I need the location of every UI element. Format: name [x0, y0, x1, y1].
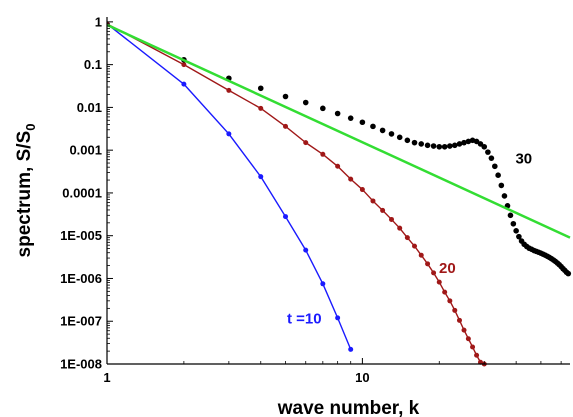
data-point — [334, 110, 341, 117]
y-tick-label: 1E-007 — [60, 314, 102, 329]
data-point — [348, 176, 354, 182]
data-point — [303, 140, 309, 146]
data-point — [359, 187, 365, 193]
data-point — [456, 141, 463, 147]
data-point — [501, 193, 508, 199]
data-point — [226, 87, 232, 93]
data-point — [430, 143, 437, 149]
data-point — [320, 105, 326, 112]
x-axis-title: wave number, k — [277, 398, 420, 417]
data-point — [388, 216, 394, 222]
data-point — [485, 149, 491, 155]
data-point — [565, 270, 572, 277]
data-point — [283, 123, 289, 129]
y-axis-title: spectrum, S/S0 — [14, 124, 38, 258]
data-point — [257, 85, 264, 92]
x-tick-label: 10 — [355, 370, 369, 385]
series-label-1: 20 — [439, 260, 456, 277]
data-point — [442, 289, 448, 295]
y-tick-label: 1E-008 — [60, 357, 102, 372]
data-point — [181, 81, 187, 87]
data-point — [431, 270, 437, 276]
data-point — [226, 131, 232, 137]
data-point — [258, 105, 264, 111]
y-axis-title-subscript: 0 — [23, 124, 38, 131]
data-point — [447, 143, 453, 149]
axes-layer: 1 0.1 0.01 0.001 0.0001 1E-005 1E-006 1E-007 1E-… — [60, 14, 570, 385]
data-point — [412, 243, 418, 249]
data-point — [418, 252, 424, 258]
y-tick-label: 1E-005 — [60, 228, 102, 243]
data-point — [498, 182, 505, 189]
data-point — [436, 143, 443, 150]
data-point — [465, 336, 471, 342]
y-tick-label: 0.001 — [69, 143, 102, 158]
data-point — [335, 163, 341, 169]
y-tick-label: 0.0001 — [62, 185, 102, 200]
data-point — [404, 235, 410, 241]
data-point — [335, 315, 341, 321]
data-point — [370, 198, 376, 204]
data-point — [488, 155, 495, 161]
data-point — [507, 212, 514, 219]
series-1 — [107, 21, 487, 367]
data-point — [510, 220, 517, 227]
data-point — [411, 139, 418, 146]
data-point — [348, 346, 354, 352]
series-2 — [181, 56, 572, 277]
data-point — [470, 344, 476, 350]
data-point — [513, 228, 519, 234]
series-line — [107, 23, 571, 239]
data-point — [441, 143, 448, 150]
data-point — [396, 134, 403, 141]
data-point — [347, 115, 354, 121]
series-0 — [107, 21, 354, 352]
data-point — [283, 214, 289, 220]
data-point — [465, 138, 472, 145]
data-point — [282, 93, 289, 100]
series-label-2: 30 — [515, 151, 532, 168]
data-point — [404, 137, 411, 144]
data-point — [303, 247, 309, 253]
data-point — [388, 131, 395, 137]
data-point — [461, 327, 467, 333]
data-point — [181, 62, 187, 68]
data-point — [379, 127, 386, 134]
data-point — [424, 142, 431, 149]
series-layer — [107, 21, 572, 367]
data-point — [461, 139, 467, 146]
data-point — [418, 141, 425, 147]
data-point — [451, 142, 458, 149]
data-point — [436, 279, 442, 285]
series-3 — [107, 23, 571, 239]
series-label-0: t =10 — [287, 311, 322, 328]
data-point — [380, 207, 386, 213]
x-tick-label: 1 — [103, 370, 110, 385]
series-line — [107, 23, 352, 350]
y-tick-label: 1 — [95, 14, 102, 29]
data-point — [495, 172, 501, 178]
data-point — [370, 123, 376, 130]
y-tick-label: 0.01 — [77, 100, 102, 115]
data-point — [359, 119, 366, 126]
data-point — [492, 163, 498, 170]
data-point — [302, 99, 309, 106]
data-point — [397, 225, 403, 231]
data-point — [456, 317, 462, 323]
data-point — [481, 143, 488, 150]
y-tick-label: 0.1 — [84, 57, 102, 72]
data-point — [320, 151, 326, 157]
labels-layer: t =10 20 30 — [287, 151, 532, 328]
data-point — [425, 261, 431, 267]
data-point — [320, 281, 326, 287]
data-point — [474, 352, 480, 358]
data-point — [516, 233, 522, 240]
data-point — [258, 174, 264, 180]
y-tick-label: 1E-006 — [60, 271, 102, 286]
data-point — [447, 298, 453, 304]
y-axis-title-main: spectrum, S/S — [14, 131, 35, 258]
data-point — [452, 307, 458, 313]
